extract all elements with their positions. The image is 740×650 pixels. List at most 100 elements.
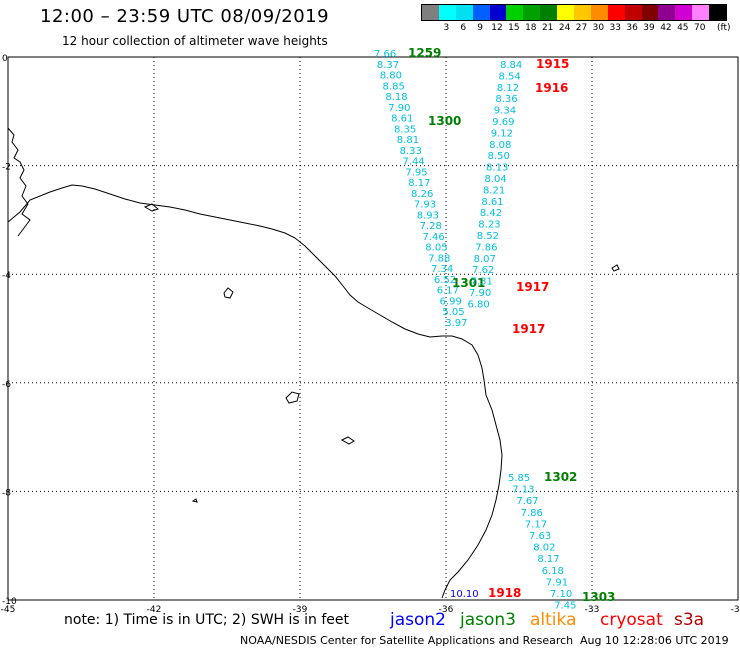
scale-swatch xyxy=(506,5,524,20)
wave-height-value: 7.88 xyxy=(428,253,450,264)
wave-height-value: 7.90 xyxy=(469,288,491,299)
wave-height-value: 8.42 xyxy=(480,208,502,219)
scale-swatch xyxy=(489,5,507,20)
wave-height-value: 7.90 xyxy=(388,103,410,114)
scale-label: 30 xyxy=(592,23,605,33)
wave-height-value: 5.85 xyxy=(508,473,530,484)
legend-s3a: s3a xyxy=(674,610,705,630)
coastline xyxy=(7,127,620,599)
wave-height-value: 8.35 xyxy=(394,124,416,135)
wave-height-value: 8.17 xyxy=(408,178,430,189)
altimeter-track: 8.848.548.128.369.349.699.128.088.508.13… xyxy=(467,57,569,336)
wave-height-value: 7.17 xyxy=(525,519,547,530)
wave-height-value: 7.93 xyxy=(414,200,436,211)
color-scale-swatches xyxy=(421,4,728,21)
lat-label: -6 xyxy=(2,380,11,390)
wave-height-color-scale: 3 6 9 12 15 18 21 24 27 30 33 36 39 42 45 70 (ft) xyxy=(421,4,731,33)
legend-altika: altika xyxy=(530,610,577,630)
color-scale-labels: 3 6 9 12 15 18 21 24 27 30 33 36 39 42 45 70 xyxy=(421,23,727,33)
brazil-coastline xyxy=(7,184,503,599)
scale-swatch xyxy=(590,5,608,20)
island-4 xyxy=(611,264,620,272)
scale-swatch xyxy=(675,5,693,20)
wave-height-value: 8.81 xyxy=(397,135,419,146)
wave-height-value: 6.80 xyxy=(467,299,489,310)
wave-height-value: 7.67 xyxy=(516,496,538,507)
wave-height-value: 7.46 xyxy=(422,232,444,243)
scale-label: 15 xyxy=(508,23,520,33)
scale-swatch xyxy=(472,5,490,20)
legend-jason3: jason3 xyxy=(460,610,516,630)
lat-label: -4 xyxy=(2,271,11,281)
scale-label: 6 xyxy=(460,23,467,33)
wave-height-value: 7.86 xyxy=(521,508,543,519)
wave-height-value: 7.91 xyxy=(546,577,568,588)
wave-height-value: 8.23 xyxy=(478,220,500,231)
scale-swatch xyxy=(438,5,456,20)
pass-time-label: 1303 xyxy=(582,590,615,604)
altimeter-track: 10.10 1918 xyxy=(450,586,521,600)
wave-height-value: 8.17 xyxy=(537,554,559,565)
pass-time-label: 1918 xyxy=(488,586,521,600)
scale-label: 42 xyxy=(660,23,672,33)
map-subtitle: 12 hour collection of altimeter wave hei… xyxy=(62,34,328,48)
lon-label: -33 xyxy=(585,605,600,615)
altimeter-track: 7.668.378.808.858.187.908.618.358.818.33… xyxy=(374,46,485,329)
scale-swatch xyxy=(523,5,541,20)
legend-jason2: jason2 xyxy=(390,610,446,630)
island-2 xyxy=(285,391,300,404)
scale-label: 36 xyxy=(626,23,638,33)
pass-time-label: 1917 xyxy=(512,322,545,336)
scale-swatch xyxy=(709,5,727,20)
wave-height-value: 8.08 xyxy=(489,140,511,151)
scale-swatch xyxy=(658,5,676,20)
island-5 xyxy=(191,498,198,503)
scale-label: 12 xyxy=(491,23,503,33)
wave-height-value: 7.66 xyxy=(374,49,396,60)
wave-height-value: 7.31 xyxy=(471,277,493,288)
lat-label: 0 xyxy=(2,54,8,64)
wave-height-value: 8.02 xyxy=(533,543,555,554)
lon-label: -45 xyxy=(1,605,16,615)
lat-label: -2 xyxy=(2,163,11,173)
wave-height-value: 7.63 xyxy=(529,531,551,542)
pass-time-label: 1259 xyxy=(408,46,441,60)
wave-height-value: 8.61 xyxy=(481,197,503,208)
map-frame xyxy=(7,56,739,601)
lat-label: -10 xyxy=(2,597,17,607)
wave-height-value: 9.12 xyxy=(491,128,513,139)
scale-swatch xyxy=(540,5,558,20)
wave-height-value: 6.99 xyxy=(440,296,462,307)
lon-label: -30 xyxy=(731,605,740,615)
island-6 xyxy=(143,203,160,212)
altimeter-track: 5.857.137.677.867.177.638.028.176.187.91… xyxy=(508,470,615,612)
pass-time-label: 1302 xyxy=(544,470,577,484)
credits: NOAA/NESDIS Center for Satellite Applica… xyxy=(240,634,574,647)
wave-height-value: 6.17 xyxy=(437,286,459,297)
generated-timestamp: Aug 10 12:28:06 UTC 2019 xyxy=(580,634,729,647)
coastline-detail xyxy=(7,127,31,237)
island-1 xyxy=(223,287,234,299)
scale-swatch xyxy=(422,5,439,20)
wave-height-value: 9.69 xyxy=(492,117,514,128)
pass-time-label: 1915 xyxy=(536,57,569,71)
scale-swatch xyxy=(692,5,710,20)
scale-label: 70 xyxy=(693,23,706,33)
lon-label: -39 xyxy=(293,605,308,615)
wave-height-value: 8.61 xyxy=(391,114,413,125)
color-scale-unit: (ft) xyxy=(717,23,731,33)
wave-height-value: 7.62 xyxy=(472,265,494,276)
wave-height-value: 8.50 xyxy=(488,151,510,162)
pass-time-label: 1917 xyxy=(516,280,549,294)
graticule: -45 -42 -39 -36 -33 -30 0 -2 -4 -6 -8 -10 xyxy=(1,54,740,615)
wave-height-value: 8.52 xyxy=(477,231,499,242)
wave-height-value: 6.52 xyxy=(434,275,456,286)
wave-height-value: 7.28 xyxy=(420,221,442,232)
island-3 xyxy=(340,436,355,445)
lon-label: -42 xyxy=(147,605,162,615)
scale-label: 27 xyxy=(575,23,588,33)
lat-label: -8 xyxy=(2,488,11,498)
wave-height-value: 3.97 xyxy=(445,318,467,329)
wave-height-value: 5.05 xyxy=(442,307,464,318)
